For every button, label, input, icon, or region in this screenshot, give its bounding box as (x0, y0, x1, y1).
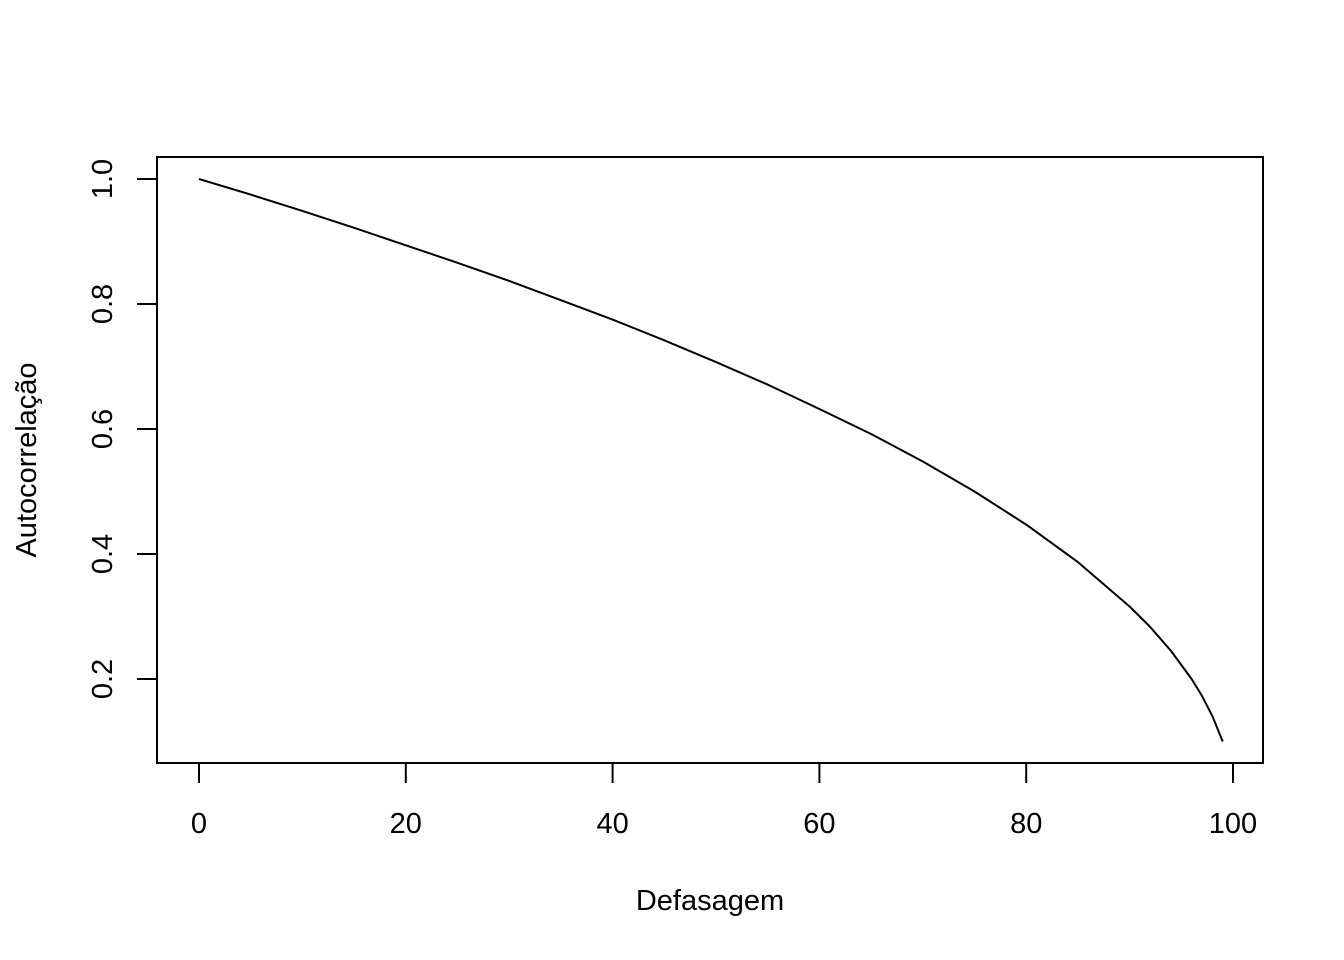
y-tick-label: 0.2 (87, 659, 119, 699)
y-tick-label: 0.6 (87, 409, 119, 449)
x-tick-label: 20 (390, 808, 422, 840)
series-layer (198, 178, 1224, 742)
y-tick-label: 1.0 (87, 159, 119, 199)
x-tick-label: 80 (1010, 808, 1042, 840)
y-tick-label: 0.8 (87, 284, 119, 324)
x-axis-title: Defasagem (636, 885, 784, 917)
x-tick-label: 40 (596, 808, 628, 840)
x-tick-label: 100 (1209, 808, 1257, 840)
y-tick-label: 0.4 (87, 534, 119, 574)
x-tick-label: 0 (191, 808, 207, 840)
y-axis: 0.2 0.4 0.6 0.8 1.0 (87, 159, 158, 699)
y-axis-title: Autocorrelação (11, 362, 43, 557)
series-line (198, 178, 1224, 742)
x-axis: 0 20 40 60 80 100 (191, 762, 1257, 840)
x-tick-label: 60 (803, 808, 835, 840)
plot-frame (156, 156, 1264, 764)
